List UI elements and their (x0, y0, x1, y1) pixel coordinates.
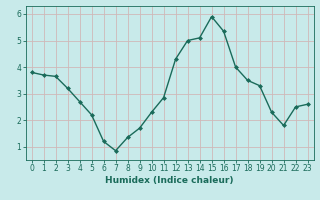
X-axis label: Humidex (Indice chaleur): Humidex (Indice chaleur) (105, 176, 234, 185)
